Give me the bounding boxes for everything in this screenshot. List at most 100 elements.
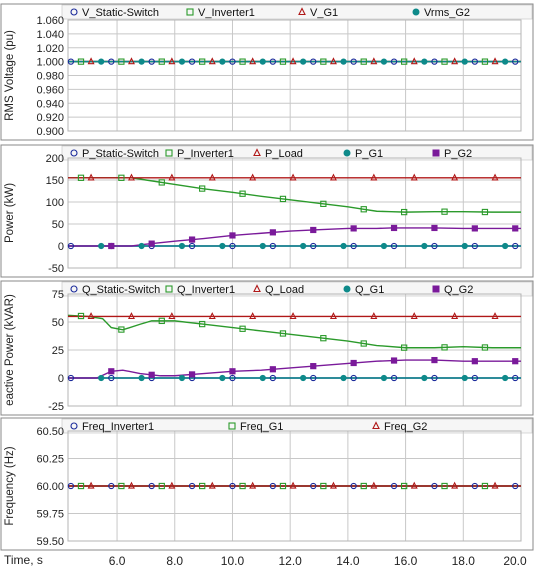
series-line	[68, 177, 521, 213]
data-point	[300, 242, 307, 250]
data-point	[390, 357, 398, 364]
data-point	[98, 242, 105, 250]
data-point	[219, 58, 226, 65]
data-point	[360, 206, 367, 213]
data-point	[158, 179, 165, 186]
data-point	[77, 174, 85, 181]
data-point	[148, 240, 155, 247]
data-point	[390, 242, 398, 250]
data-point	[390, 58, 398, 65]
data-point	[512, 482, 519, 490]
legend-marker	[70, 149, 78, 157]
data-point	[512, 58, 519, 65]
data-point	[350, 225, 357, 232]
x-tick-label: 6.0	[109, 554, 126, 568]
data-point	[77, 58, 85, 65]
legend-label: Q_G2	[444, 284, 473, 296]
data-point	[87, 312, 95, 320]
data-point	[67, 374, 75, 382]
y-tick-label: 60.25	[36, 454, 64, 466]
data-point	[471, 242, 478, 250]
data-point	[118, 482, 125, 490]
data-point	[370, 312, 378, 320]
data-point	[269, 242, 277, 250]
data-point	[239, 482, 246, 490]
data-point	[118, 58, 125, 65]
data-point	[451, 57, 459, 65]
panel-3: 75 50 25 0 -25 eactive Power (kVAR) Q_Static-S…	[0, 280, 534, 416]
y-tick-label: 25	[52, 345, 64, 357]
data-point	[199, 185, 206, 192]
data-point	[441, 208, 448, 215]
data-point	[158, 317, 165, 325]
legend-label: Freq_Inverter1	[82, 421, 154, 433]
plot-area	[67, 157, 522, 269]
panel-frame	[0, 417, 534, 551]
data-point	[259, 242, 266, 250]
legend-label: P_Load	[265, 148, 303, 160]
data-point	[431, 224, 438, 232]
data-point	[310, 58, 317, 65]
y-tick-label: 1.000	[36, 57, 64, 69]
legend-bar	[61, 281, 533, 297]
data-point	[148, 58, 155, 65]
data-point	[380, 374, 388, 382]
data-point	[208, 481, 216, 489]
x-tick-label: 16.0	[394, 554, 418, 568]
data-point	[98, 374, 105, 382]
x-tick-label: 18.0	[452, 554, 476, 568]
data-point	[310, 482, 317, 490]
data-point	[491, 57, 499, 65]
data-point	[208, 173, 216, 181]
data-point	[340, 242, 347, 250]
data-point	[269, 229, 276, 236]
data-point	[178, 242, 186, 250]
data-point	[471, 482, 478, 490]
y-axis-label: Frequency (Hz)	[4, 446, 16, 525]
legend-marker	[186, 8, 194, 16]
legend-marker	[228, 422, 236, 430]
y-tick-label: -25	[48, 401, 64, 413]
data-point	[279, 482, 287, 490]
data-point	[350, 242, 357, 250]
x-tick-label: 20.0	[503, 554, 527, 568]
data-point	[229, 374, 236, 382]
data-point	[229, 58, 236, 65]
data-point	[199, 58, 206, 65]
data-point	[320, 482, 327, 490]
data-point	[158, 58, 165, 65]
data-point	[491, 312, 499, 320]
data-point	[481, 482, 489, 490]
data-point	[400, 58, 408, 65]
data-point	[390, 482, 398, 490]
data-point	[127, 173, 135, 181]
y-tick-label: 50	[52, 219, 64, 231]
data-point	[370, 57, 378, 65]
data-point	[370, 481, 378, 489]
legend-label: Q_Static-Switch	[82, 284, 160, 296]
data-point	[138, 242, 145, 250]
data-point	[390, 224, 398, 232]
data-point	[208, 312, 216, 320]
data-point	[148, 371, 155, 378]
data-point	[188, 242, 196, 250]
data-point	[259, 374, 266, 382]
data-point	[461, 58, 468, 65]
data-point	[269, 366, 276, 373]
data-point	[229, 482, 236, 490]
y-tick-label: 0.940	[36, 98, 64, 110]
legend-bar	[61, 145, 533, 161]
data-point	[502, 58, 509, 65]
data-point	[108, 58, 115, 65]
data-point	[77, 312, 85, 320]
data-point	[320, 335, 327, 342]
data-point	[421, 58, 428, 65]
data-point	[67, 58, 75, 65]
data-point	[229, 368, 236, 375]
y-tick-label: 150	[46, 175, 64, 187]
data-point	[289, 173, 297, 181]
data-point	[269, 374, 277, 382]
legend-label: P_G2	[444, 148, 472, 160]
y-tick-label: 59.75	[36, 509, 64, 521]
data-point	[360, 482, 367, 490]
